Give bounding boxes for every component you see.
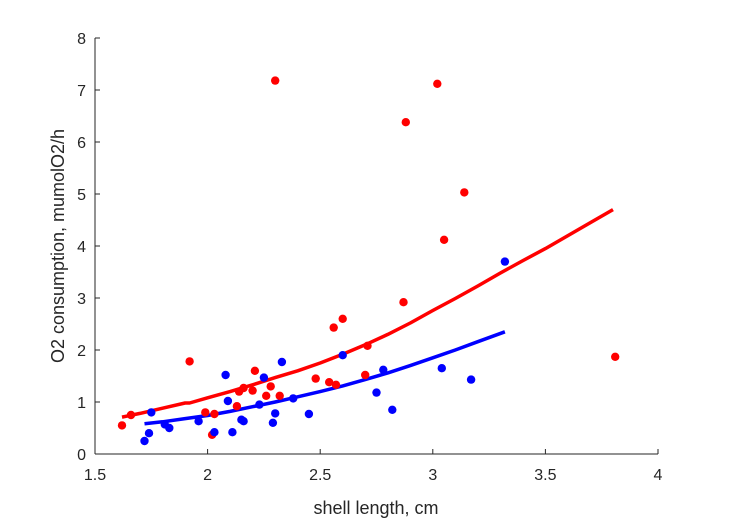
data-point-series-2 xyxy=(259,373,269,382)
data-point-series-2 xyxy=(372,388,381,397)
x-tick-label: 4 xyxy=(654,467,663,484)
data-point-series-1 xyxy=(401,118,410,127)
data-point-series-1 xyxy=(239,383,248,393)
y-tick-label: 0 xyxy=(77,447,86,464)
axes: 1.5 2 2.5 3 3.5 4 0 1 2 3 4 5 6 7 8 xyxy=(77,31,662,484)
y-tick-label: 8 xyxy=(77,31,86,48)
x-tick-label: 2.5 xyxy=(309,467,331,484)
data-point-series-2 xyxy=(221,370,230,380)
plot-area xyxy=(117,76,620,446)
data-point-series-1 xyxy=(232,402,242,411)
data-point-series-1 xyxy=(210,409,219,419)
data-point-series-1 xyxy=(117,421,127,430)
data-point-series-2 xyxy=(289,394,298,403)
data-point-series-1 xyxy=(185,357,194,366)
data-point-series-1 xyxy=(248,386,257,395)
data-point-series-1 xyxy=(363,341,372,350)
data-point-series-2 xyxy=(388,405,397,414)
data-point-series-2 xyxy=(268,418,278,427)
data-point-series-1 xyxy=(325,378,334,387)
x-axis-title: shell length, cm xyxy=(313,498,438,518)
data-point-series-1 xyxy=(433,79,442,89)
x-tick-label: 3 xyxy=(428,467,437,484)
data-point-series-2 xyxy=(147,408,156,417)
data-point-series-1 xyxy=(331,380,341,389)
y-tick-label: 5 xyxy=(77,187,86,204)
data-point-series-1 xyxy=(311,374,320,383)
data-point-series-2 xyxy=(437,364,446,373)
y-tick-label: 1 xyxy=(77,395,86,412)
x-tick-label: 3.5 xyxy=(534,467,556,484)
data-point-series-1 xyxy=(262,391,271,400)
data-point-series-2 xyxy=(140,436,149,446)
data-point-series-2 xyxy=(379,365,388,374)
data-point-series-2 xyxy=(239,417,248,426)
data-point-series-2 xyxy=(210,428,219,437)
fit-line-series-1 xyxy=(121,208,614,419)
data-point-series-2 xyxy=(228,428,237,437)
data-point-series-2 xyxy=(277,357,287,367)
data-point-series-2 xyxy=(338,351,347,360)
data-point-series-2 xyxy=(500,257,510,266)
data-point-series-2 xyxy=(271,409,280,418)
data-point-series-1 xyxy=(126,410,136,420)
y-tick-label: 7 xyxy=(77,83,86,100)
data-point-series-1 xyxy=(201,408,210,417)
data-point-series-1 xyxy=(439,235,449,244)
data-point-series-2 xyxy=(194,417,203,426)
data-point-series-2 xyxy=(304,409,314,419)
data-point-series-2 xyxy=(223,396,233,406)
fit-line-series-2 xyxy=(144,330,506,426)
data-point-series-2 xyxy=(144,429,154,438)
data-point-series-2 xyxy=(255,400,264,409)
data-point-series-2 xyxy=(466,375,476,384)
data-point-series-1 xyxy=(338,314,347,323)
x-tick-label: 2 xyxy=(203,467,212,484)
data-point-series-1 xyxy=(250,366,260,375)
data-point-series-1 xyxy=(271,76,280,85)
data-point-series-1 xyxy=(361,370,370,380)
data-point-series-1 xyxy=(399,298,408,307)
y-axis-title: O2 consumption, mumolO2/h xyxy=(48,129,68,363)
y-tick-label: 3 xyxy=(77,291,86,308)
y-tick-label: 4 xyxy=(77,239,86,256)
data-point-series-1 xyxy=(266,382,275,391)
data-point-series-2 xyxy=(165,423,174,433)
data-point-series-1 xyxy=(460,188,469,197)
y-tick-label: 6 xyxy=(77,135,86,152)
data-point-series-1 xyxy=(329,323,338,332)
data-point-series-1 xyxy=(275,391,284,400)
x-tick-label: 1.5 xyxy=(84,467,106,484)
data-point-series-1 xyxy=(611,352,620,361)
y-tick-label: 2 xyxy=(77,343,86,360)
